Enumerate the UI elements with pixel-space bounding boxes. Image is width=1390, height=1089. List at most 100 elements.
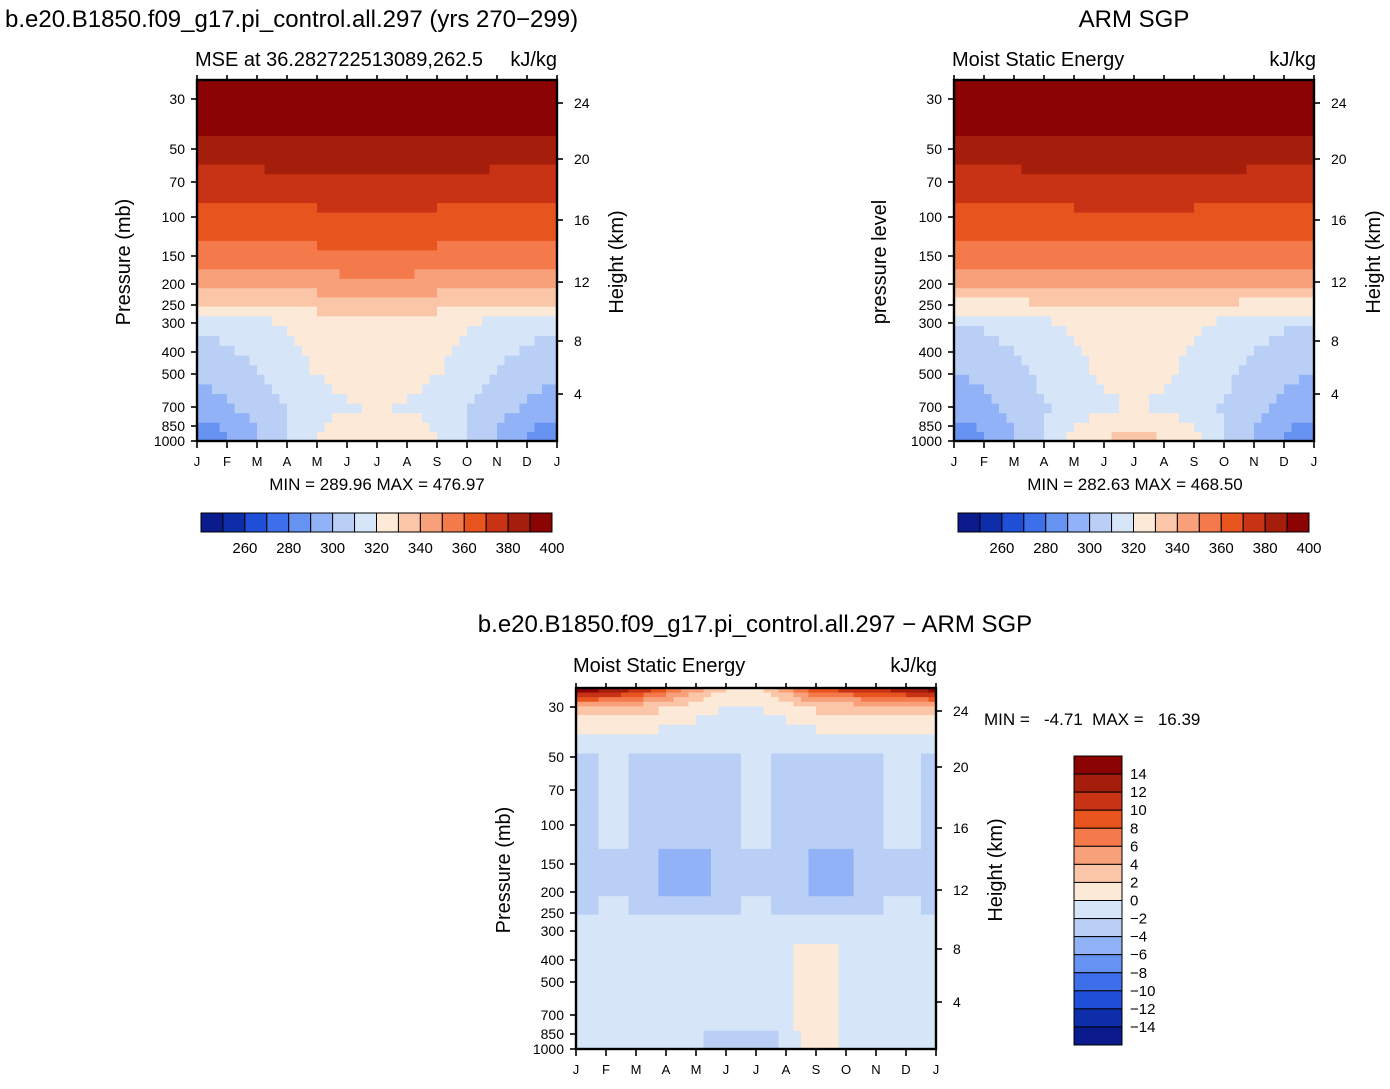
field-cell [1179, 117, 1187, 127]
field-cell [1254, 307, 1262, 317]
field-cell [576, 992, 584, 1002]
field-cell [1067, 394, 1075, 404]
field-cell [1277, 94, 1285, 99]
field-cell [644, 849, 652, 859]
field-cell [355, 336, 363, 346]
field-cell [250, 250, 258, 260]
field-cell [520, 326, 528, 336]
field-cell [407, 232, 415, 242]
field-cell [1247, 279, 1255, 289]
field-cell [1022, 136, 1030, 146]
colorbar-tick-label: 340 [1165, 540, 1190, 557]
field-cell [629, 1002, 637, 1012]
field-cell [1074, 394, 1082, 404]
field-cell [962, 384, 970, 394]
field-cell [325, 165, 333, 175]
field-cell [749, 801, 757, 811]
field-cell [621, 905, 629, 915]
field-cell [1299, 260, 1307, 270]
field-cell [599, 1002, 607, 1012]
field-cell [1209, 346, 1217, 356]
field-cell [325, 155, 333, 165]
field-cell [999, 232, 1007, 242]
field-cell [310, 297, 318, 307]
field-cell [1232, 107, 1240, 117]
field-cell [347, 232, 355, 242]
field-cell [490, 222, 498, 232]
field-cell [265, 94, 273, 99]
field-cell [392, 346, 400, 356]
field-cell [287, 136, 295, 146]
field-cell [1127, 346, 1135, 356]
field-cell [265, 117, 273, 127]
field-cell [497, 89, 505, 94]
field-cell [197, 174, 205, 184]
field-cell [689, 924, 697, 934]
field-cell [1209, 307, 1217, 317]
field-cell [422, 126, 430, 136]
field-cell [576, 915, 584, 925]
field-cell [370, 288, 378, 298]
field-cell [1187, 384, 1195, 394]
field-cell [430, 203, 438, 213]
field-cell [1067, 375, 1075, 385]
field-cell [659, 830, 667, 840]
field-cell [719, 792, 727, 802]
field-cell [392, 365, 400, 375]
field-cell [1037, 250, 1045, 260]
field-cell [430, 423, 438, 433]
field-cell [1262, 307, 1270, 317]
field-cell [1217, 326, 1225, 336]
field-cell [726, 840, 734, 850]
field-cell [1269, 203, 1277, 213]
field-cell [1142, 250, 1150, 260]
field-cell [280, 117, 288, 127]
field-cell [400, 126, 408, 136]
field-cell [659, 992, 667, 1002]
field-cell [1172, 222, 1180, 232]
field-cell [220, 423, 228, 433]
field-cell [512, 346, 520, 356]
field-cell [197, 89, 205, 94]
field-cell [542, 117, 550, 127]
field-cell [711, 811, 719, 821]
field-cell [1112, 326, 1120, 336]
field-cell [614, 973, 622, 983]
field-cell [992, 250, 1000, 260]
field-cell [362, 346, 370, 356]
field-cell [250, 85, 258, 90]
field-cell [1022, 375, 1030, 385]
field-cell [599, 725, 607, 735]
field-cell [1022, 174, 1030, 184]
field-cell [310, 346, 318, 356]
field-cell [490, 384, 498, 394]
field-cell [1052, 404, 1060, 414]
field-cell [220, 316, 228, 326]
field-cell [1029, 346, 1037, 356]
field-cell [1202, 117, 1210, 127]
field-cell [325, 213, 333, 223]
field-cell [1074, 203, 1082, 213]
field-cell [992, 203, 1000, 213]
field-cell [1014, 222, 1022, 232]
field-cell [599, 792, 607, 802]
field-cell [295, 307, 303, 317]
field-cell [460, 117, 468, 127]
field-cell [235, 136, 243, 146]
field-cell [272, 184, 280, 194]
field-cell [1164, 413, 1172, 423]
field-cell [527, 288, 535, 298]
field-cell [969, 89, 977, 94]
field-cell [621, 1021, 629, 1031]
field-cell [1254, 394, 1262, 404]
field-cell [614, 693, 622, 698]
field-cell [205, 126, 213, 136]
field-cell [482, 213, 490, 223]
field-cell [227, 365, 235, 375]
field-cell [629, 715, 637, 725]
field-cell [1269, 232, 1277, 242]
field-cell [999, 404, 1007, 414]
field-cell [711, 973, 719, 983]
field-cell [1157, 404, 1165, 414]
field-cell [467, 184, 475, 194]
